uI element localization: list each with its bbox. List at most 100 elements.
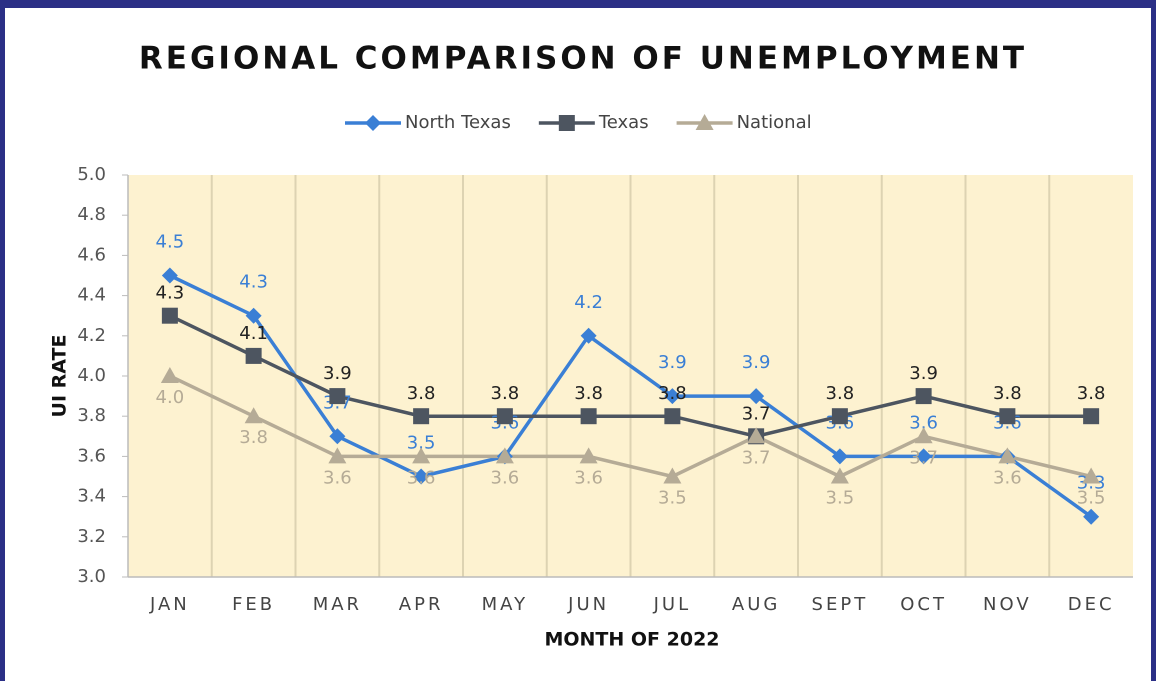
x-tick-label: NOV bbox=[983, 594, 1032, 615]
data-label: 3.8 bbox=[993, 383, 1022, 404]
point bbox=[831, 408, 848, 425]
legend-label: Texas bbox=[598, 112, 649, 133]
data-label: 3.8 bbox=[826, 383, 855, 404]
data-label: 3.8 bbox=[239, 427, 268, 448]
point bbox=[329, 428, 346, 445]
point bbox=[998, 447, 1017, 464]
data-label: 3.8 bbox=[407, 383, 436, 404]
data-label: 3.7 bbox=[742, 403, 771, 424]
series-line bbox=[169, 314, 1092, 439]
point bbox=[748, 388, 765, 405]
data-label: 3.5 bbox=[658, 488, 687, 509]
data-label: 3.8 bbox=[491, 383, 520, 404]
point bbox=[580, 327, 597, 344]
y-tick-label: 3.4 bbox=[77, 486, 106, 507]
legend-label: North Texas bbox=[405, 112, 511, 133]
x-tick-label: JUL bbox=[653, 594, 692, 615]
y-tick-label: 3.8 bbox=[77, 405, 106, 426]
data-label: 3.9 bbox=[742, 352, 771, 373]
point bbox=[413, 408, 430, 425]
point bbox=[161, 267, 178, 284]
data-label: 3.6 bbox=[323, 467, 352, 488]
data-label: 3.7 bbox=[742, 447, 771, 468]
data-label: 3.8 bbox=[1077, 383, 1106, 404]
data-label: 4.5 bbox=[156, 232, 185, 253]
point bbox=[999, 408, 1016, 425]
point bbox=[558, 115, 575, 131]
y-tick-label: 4.6 bbox=[77, 244, 106, 265]
point bbox=[244, 407, 263, 424]
point bbox=[664, 408, 681, 425]
x-tick-label: MAY bbox=[482, 594, 528, 615]
point bbox=[161, 307, 178, 324]
legend-label: National bbox=[737, 112, 812, 133]
data-label: 3.5 bbox=[826, 488, 855, 509]
data-label: 3.6 bbox=[993, 467, 1022, 488]
point bbox=[830, 467, 849, 484]
point bbox=[695, 114, 714, 130]
point bbox=[915, 388, 932, 405]
data-label: 4.2 bbox=[574, 292, 603, 313]
y-tick-label: 4.0 bbox=[77, 365, 106, 386]
point bbox=[747, 427, 766, 444]
point bbox=[365, 115, 381, 131]
point bbox=[1083, 408, 1100, 425]
data-label: 3.8 bbox=[658, 383, 687, 404]
x-axis-label: MONTH OF 2022 bbox=[544, 629, 719, 651]
y-tick-label: 4.4 bbox=[77, 285, 106, 306]
data-label: 3.7 bbox=[909, 447, 938, 468]
point bbox=[831, 448, 848, 465]
y-tick-label: 3.6 bbox=[77, 445, 106, 466]
data-label: 3.6 bbox=[491, 467, 520, 488]
point bbox=[413, 468, 430, 485]
data-label: 3.6 bbox=[407, 467, 436, 488]
data-label: 3.6 bbox=[574, 467, 603, 488]
point bbox=[915, 448, 932, 465]
data-label: 3.9 bbox=[909, 363, 938, 384]
point bbox=[580, 408, 597, 425]
x-tick-label: FEB bbox=[232, 594, 275, 615]
data-label: 3.5 bbox=[1077, 488, 1106, 509]
x-tick-label: OCT bbox=[900, 594, 947, 615]
y-tick-label: 5.0 bbox=[77, 164, 106, 185]
series-line bbox=[169, 374, 1092, 479]
y-tick-label: 3.2 bbox=[77, 526, 106, 547]
point bbox=[914, 427, 933, 444]
point bbox=[1083, 508, 1100, 525]
point bbox=[329, 388, 346, 405]
x-tick-label: JAN bbox=[149, 594, 190, 615]
x-tick-label: MAR bbox=[313, 594, 362, 615]
point bbox=[1082, 467, 1101, 484]
point bbox=[245, 307, 262, 324]
point bbox=[412, 447, 431, 464]
point bbox=[495, 447, 514, 464]
point bbox=[579, 447, 598, 464]
x-tick-label: JUN bbox=[567, 594, 609, 615]
y-tick-label: 4.8 bbox=[77, 204, 106, 225]
point bbox=[245, 347, 262, 364]
x-tick-label: AUG bbox=[732, 594, 780, 615]
data-label: 4.1 bbox=[239, 323, 268, 344]
y-tick-label: 4.2 bbox=[77, 325, 106, 346]
point bbox=[496, 408, 513, 425]
y-tick-label: 3.0 bbox=[77, 566, 106, 587]
data-label: 3.8 bbox=[574, 383, 603, 404]
data-label: 3.9 bbox=[658, 352, 687, 373]
point bbox=[664, 388, 681, 405]
x-tick-label: DEC bbox=[1068, 594, 1115, 615]
point bbox=[663, 467, 682, 484]
data-label: 3.9 bbox=[323, 363, 352, 384]
data-label: 4.0 bbox=[156, 387, 185, 408]
chart-title: REGIONAL COMPARISON OF UNEMPLOYMENT bbox=[139, 41, 1027, 77]
y-axis-label: UI RATE bbox=[49, 335, 71, 418]
data-label: 3.5 bbox=[407, 433, 436, 454]
data-label: 4.3 bbox=[156, 283, 185, 304]
point bbox=[160, 367, 179, 383]
point bbox=[328, 447, 347, 464]
series-line bbox=[169, 273, 1093, 519]
data-label: 4.3 bbox=[239, 272, 268, 293]
x-tick-label: SEPT bbox=[812, 594, 869, 615]
x-tick-label: APR bbox=[399, 594, 444, 615]
data-label: 3.6 bbox=[909, 412, 938, 433]
